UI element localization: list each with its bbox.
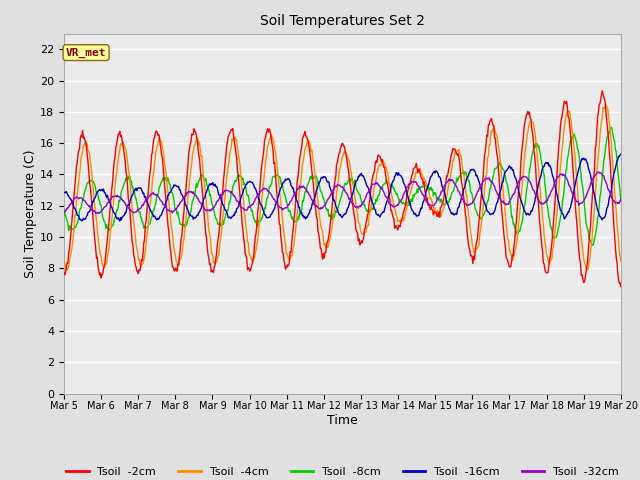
Y-axis label: Soil Temperature (C): Soil Temperature (C) bbox=[24, 149, 37, 278]
Legend: Tsoil  -2cm, Tsoil  -4cm, Tsoil  -8cm, Tsoil  -16cm, Tsoil  -32cm: Tsoil -2cm, Tsoil -4cm, Tsoil -8cm, Tsoi… bbox=[62, 463, 623, 480]
Title: Soil Temperatures Set 2: Soil Temperatures Set 2 bbox=[260, 14, 425, 28]
Text: VR_met: VR_met bbox=[66, 48, 106, 58]
X-axis label: Time: Time bbox=[327, 414, 358, 427]
